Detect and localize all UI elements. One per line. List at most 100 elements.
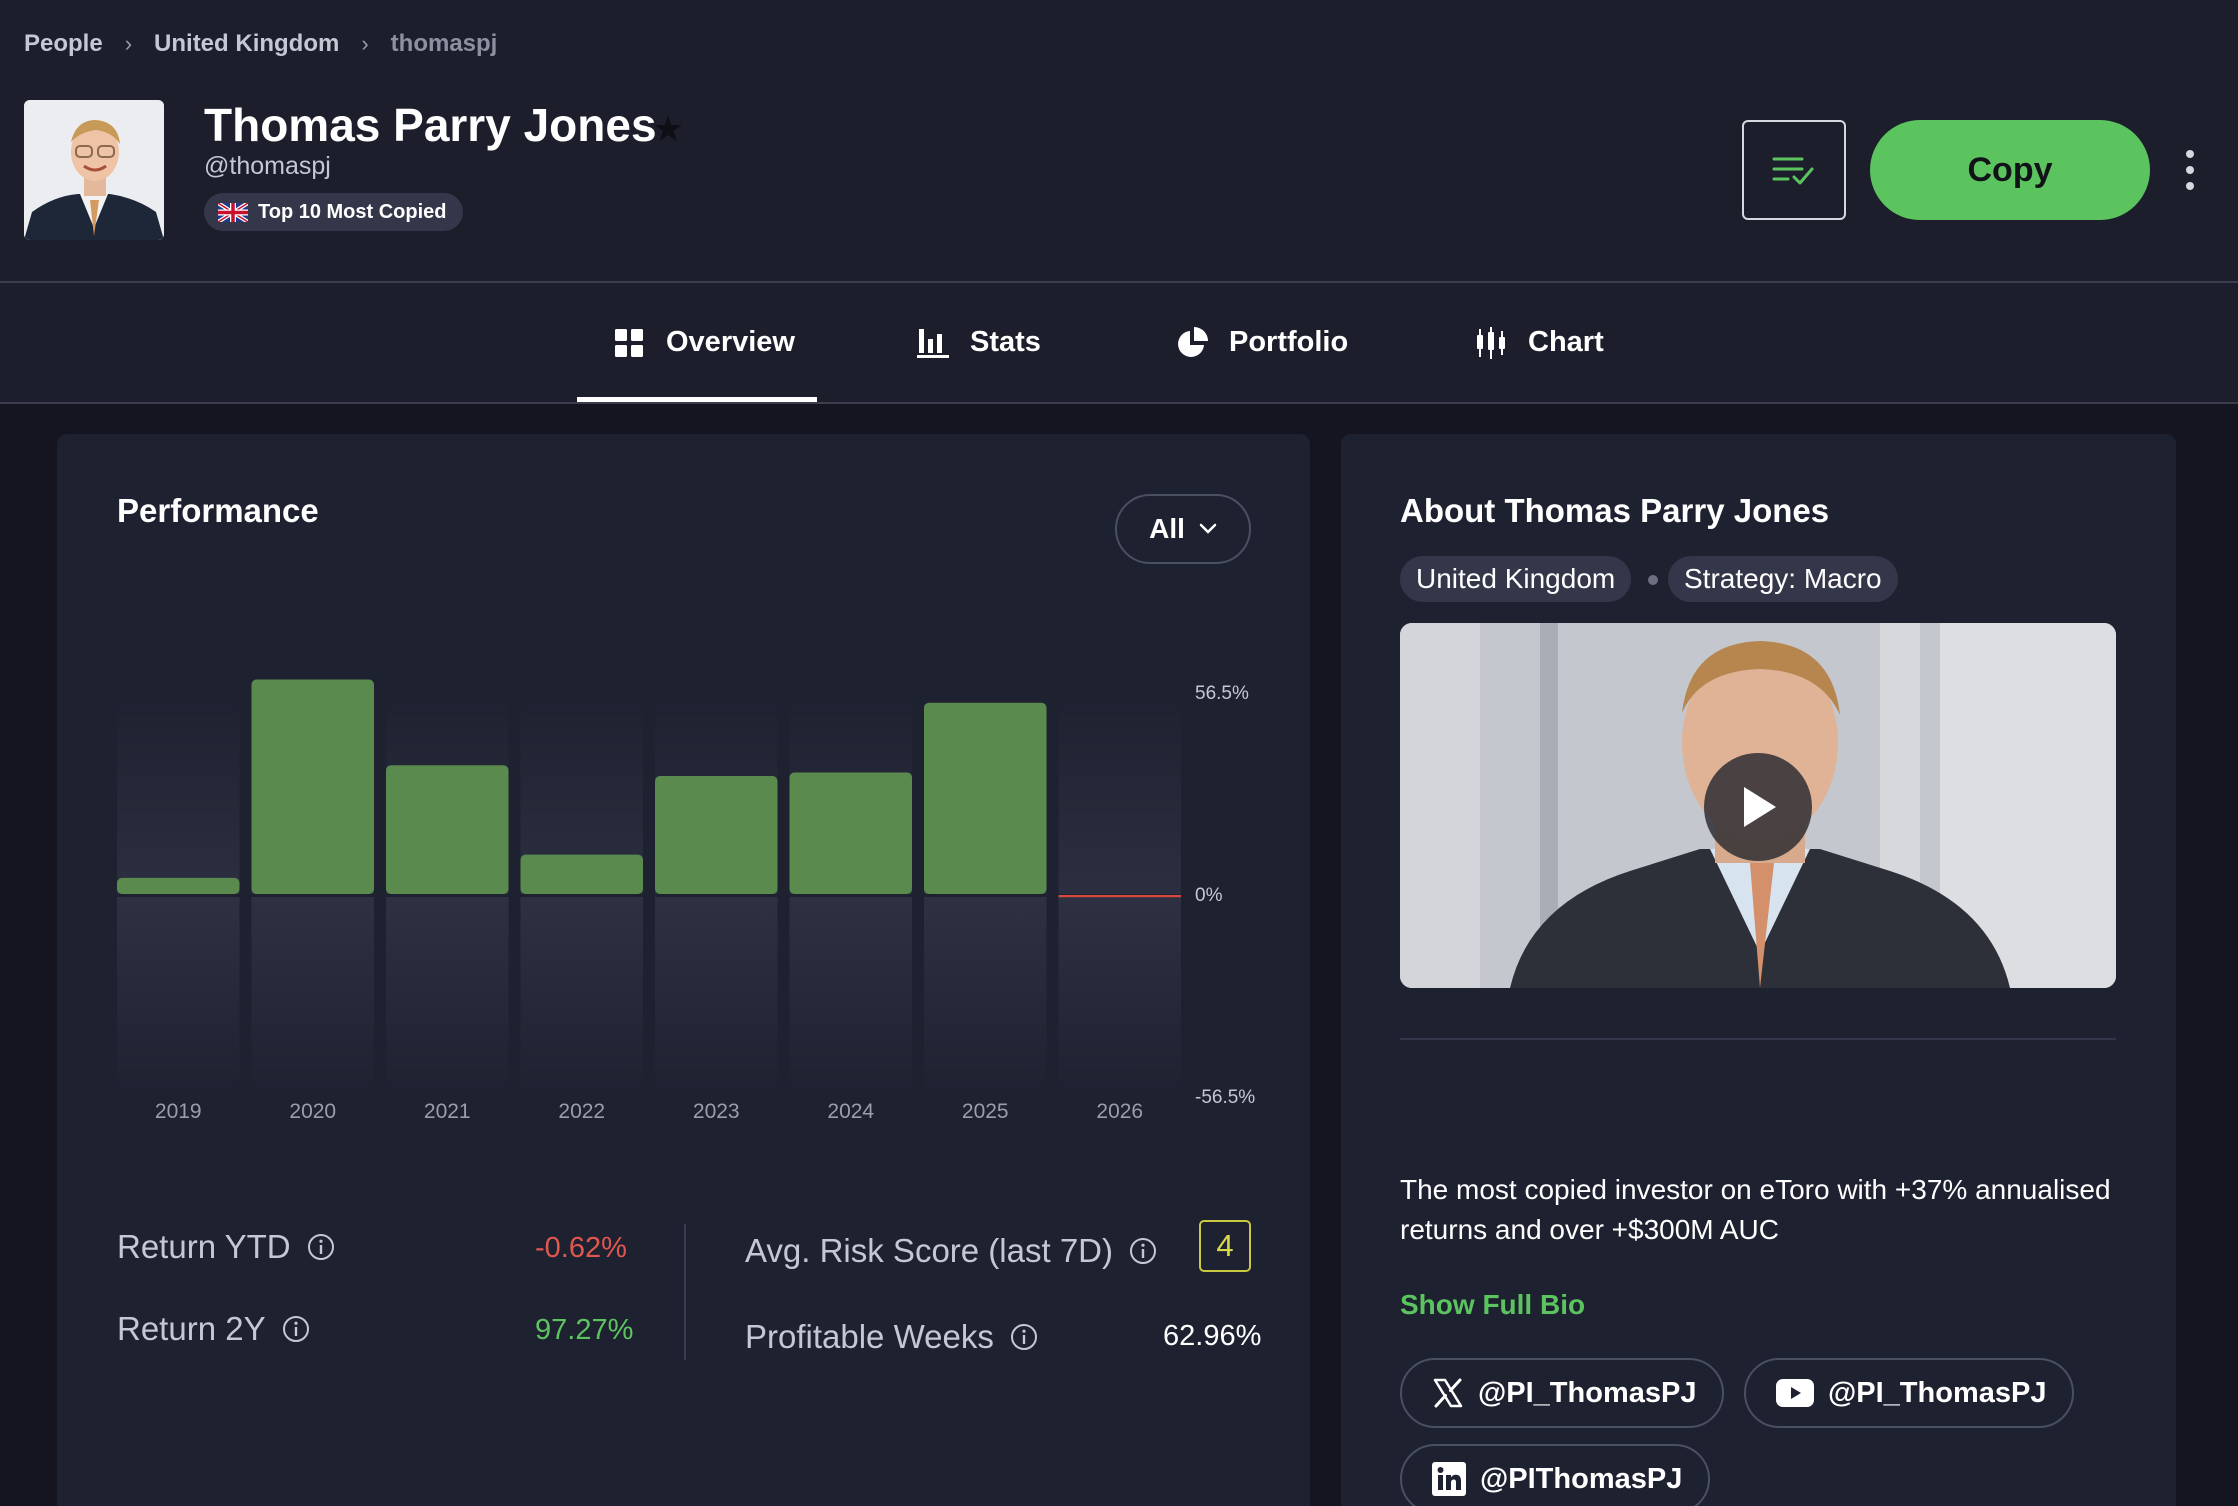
y-tick-label: 0% [1195,885,1223,906]
info-icon[interactable] [1010,1323,1038,1351]
bar-track [1058,897,1181,1099]
x-tick-label: 2024 [827,1100,874,1123]
period-filter-dropdown[interactable]: All [1115,494,1251,564]
bar-2026[interactable] [1058,895,1182,898]
avatar [24,100,164,240]
x-tick-label: 2026 [1096,1100,1143,1123]
tab-portfolio[interactable]: Portfolio [1175,283,1348,402]
breadcrumb: People › United Kingdom › thomaspj [24,30,497,58]
x-tick-label: 2025 [962,1100,1009,1123]
profitable-weeks-text: Profitable Weeks [745,1318,994,1355]
bar-2025[interactable] [924,702,1047,894]
risk-score-label: Avg. Risk Score (last 7D) [745,1232,1157,1270]
bio-text: The most copied investor on eToro with +… [1400,1174,2111,1245]
breadcrumb-people[interactable]: People [24,30,103,57]
social-handle: @PI_ThomasPJ [1828,1376,2047,1409]
strategy-chip: Strategy: Macro [1668,556,1898,602]
x-twitter-icon [1432,1377,1464,1409]
main-content: Performance All 2019 2020 2021 2022 2023 2024… [0,404,2238,1506]
profile-handle: @thomaspj [204,152,331,180]
x-tick-label: 2022 [558,1100,605,1123]
bar-track [655,897,778,1099]
x-tick-label: 2020 [289,1100,336,1123]
filter-value: All [1149,513,1185,544]
social-handle: @PI_ThomasPJ [1478,1376,1697,1409]
badge-label: Top 10 Most Copied [258,200,447,223]
star-icon[interactable]: ★ [652,108,685,149]
social-youtube-link[interactable]: @PI_ThomasPJ [1744,1358,2075,1428]
youtube-icon [1776,1379,1814,1407]
bar-2019[interactable] [117,877,240,894]
profitable-weeks-label: Profitable Weeks [745,1318,1038,1356]
tab-label: Chart [1528,326,1604,358]
x-tick-label: 2023 [693,1100,740,1123]
tab-label: Overview [666,326,795,358]
pie-chart-icon [1175,326,1209,360]
bar-track [117,897,240,1099]
info-icon[interactable] [282,1315,310,1343]
bar-2024[interactable] [789,772,913,894]
country-chip: United Kingdom [1400,556,1632,602]
bar-track [117,692,240,894]
breadcrumb-current: thomaspj [390,30,498,57]
bar-track [1058,692,1181,894]
active-tab-indicator [577,397,817,402]
return-2y-text: Return 2Y [117,1310,266,1347]
profitable-weeks-value: 62.96% [1163,1320,1262,1352]
bar-2022[interactable] [520,854,644,894]
tab-bar: Overview Stats Portfolio Chart [0,281,2238,404]
kebab-menu-icon[interactable] [2180,150,2200,190]
metrics-divider [684,1224,686,1360]
bar-track [924,897,1047,1099]
x-tick-label: 2019 [155,1100,202,1123]
bar-2021[interactable] [386,765,509,894]
tab-chart[interactable]: Chart [1474,283,1604,402]
return-2y-value: 97.27% [535,1314,634,1346]
candlestick-icon [1474,326,1508,360]
watchlist-button[interactable] [1742,120,1846,220]
social-handle: @PIThomasPJ [1480,1462,1683,1495]
chevron-right-icon: › [124,31,133,56]
about-card: About Thomas Parry Jones United Kingdom … [1341,434,2176,1506]
info-icon[interactable] [307,1233,335,1261]
separator-dot [1648,575,1658,585]
bar-2020[interactable] [251,679,375,894]
profile-name: Thomas Parry Jones [204,99,657,151]
chevron-right-icon: › [361,31,369,56]
chevron-down-icon [1199,523,1217,534]
social-linkedin-link[interactable]: @PIThomasPJ [1400,1444,1711,1506]
breadcrumb-country[interactable]: United Kingdom [154,30,340,57]
return-ytd-text: Return YTD [117,1228,291,1265]
top-copied-badge: Top 10 Most Copied [204,193,463,231]
performance-title: Performance [117,492,319,529]
y-tick-label: -56.5% [1195,1087,1255,1108]
uk-flag-icon [218,202,248,222]
watchlist-check-icon [1772,157,1814,185]
bar-track [251,897,374,1099]
performance-card: Performance All 2019 2020 2021 2022 2023 2024… [57,434,1310,1506]
grid-icon [612,326,646,360]
profile-header: People › United Kingdom › thomaspj Thoma… [0,0,2238,282]
tab-overview[interactable]: Overview [612,283,795,402]
play-icon[interactable] [1704,753,1812,861]
bar-chart-icon [916,326,950,360]
bio-video[interactable] [1400,623,2116,988]
info-icon[interactable] [1129,1237,1157,1265]
y-tick-label: 56.5% [1195,683,1249,704]
divider [1400,1038,2116,1040]
tab-stats[interactable]: Stats [916,283,1041,402]
social-x-link[interactable]: @PI_ThomasPJ [1400,1358,1725,1428]
linkedin-icon [1432,1462,1466,1496]
about-title: About Thomas Parry Jones [1400,492,1830,529]
x-tick-label: 2021 [424,1100,471,1123]
bar-track [789,897,912,1099]
show-full-bio-link[interactable]: Show Full Bio [1400,1289,1586,1320]
bar-track [386,897,509,1099]
return-2y-label: Return 2Y [117,1310,310,1348]
risk-score-text: Avg. Risk Score (last 7D) [745,1232,1113,1269]
bar-track [520,897,643,1099]
risk-score-value: 4 [1199,1220,1251,1272]
tab-label: Portfolio [1229,326,1349,358]
copy-button[interactable]: Copy [1870,120,2150,220]
bar-2023[interactable] [655,776,778,894]
